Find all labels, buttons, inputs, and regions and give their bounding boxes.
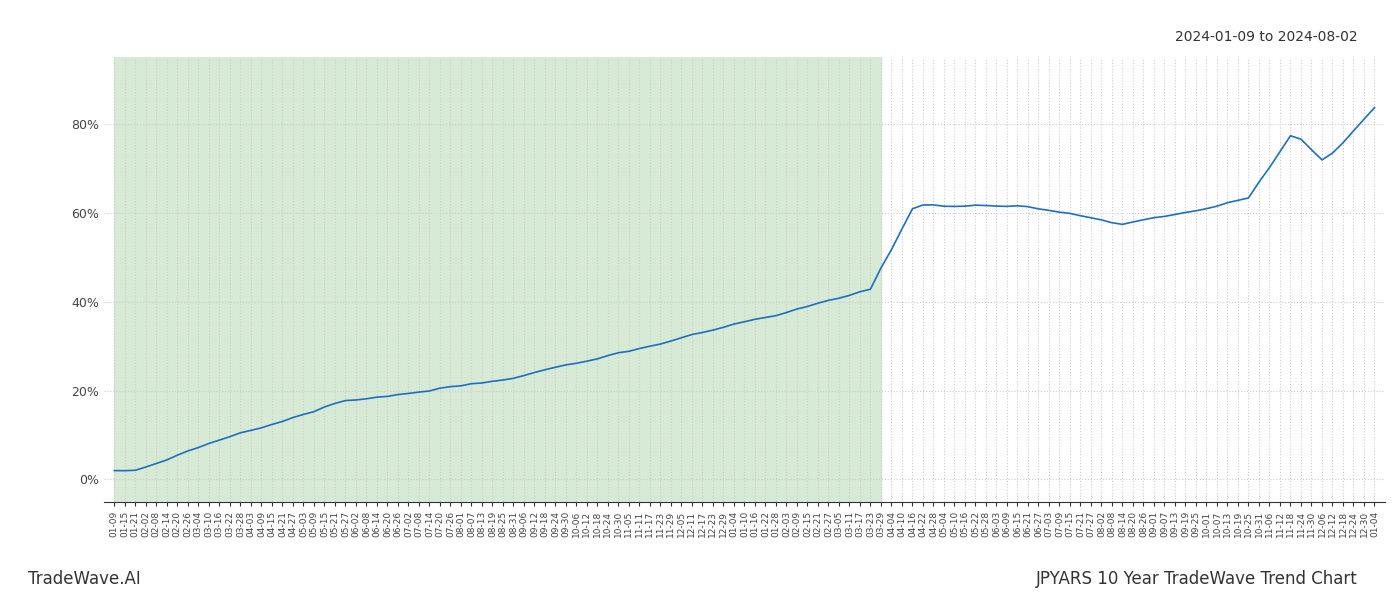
Bar — [115, 57, 881, 502]
Text: TradeWave.AI: TradeWave.AI — [28, 570, 141, 588]
Text: 2024-01-09 to 2024-08-02: 2024-01-09 to 2024-08-02 — [1176, 30, 1358, 44]
Text: JPYARS 10 Year TradeWave Trend Chart: JPYARS 10 Year TradeWave Trend Chart — [1036, 570, 1358, 588]
